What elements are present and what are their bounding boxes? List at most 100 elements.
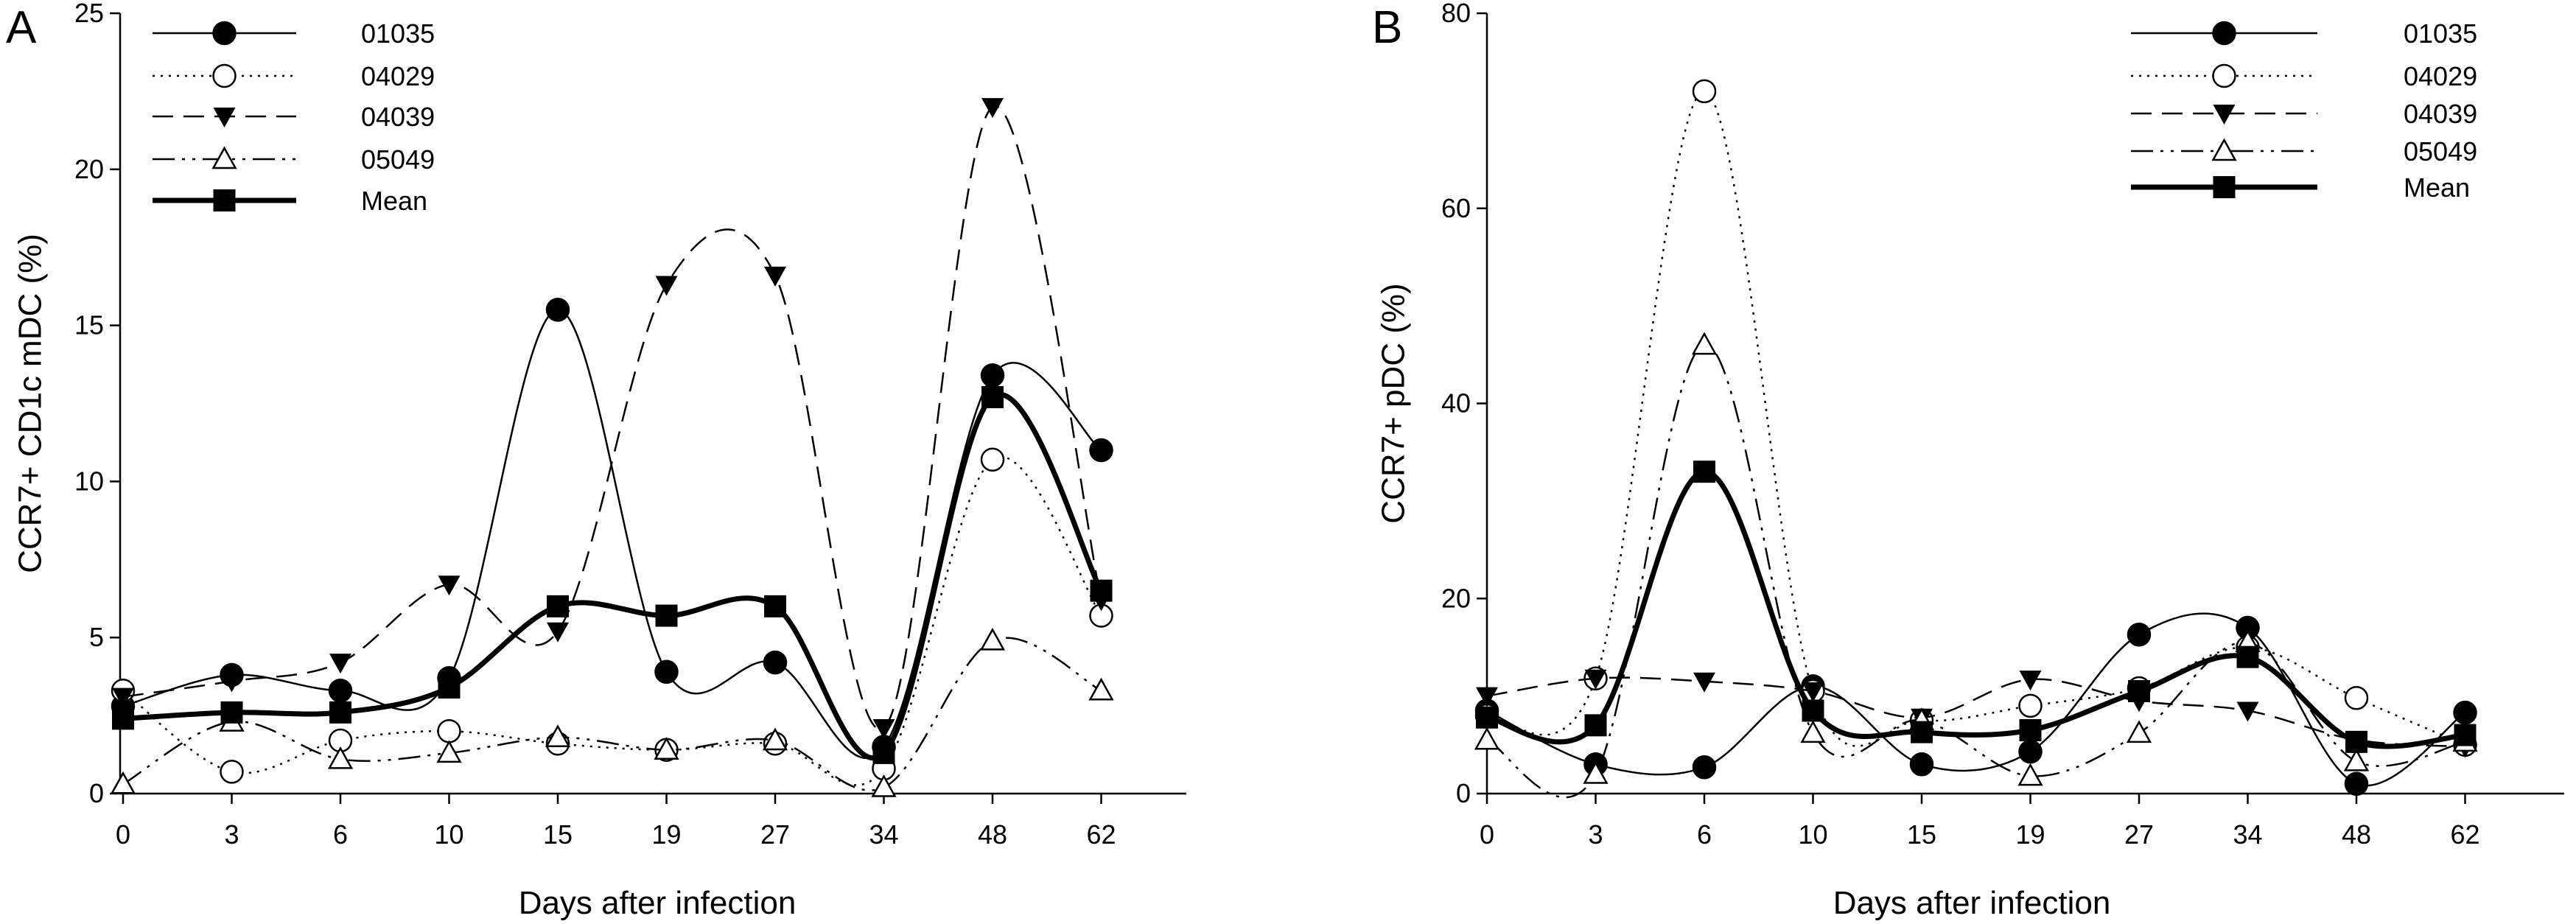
data-point [328, 678, 353, 703]
data-point [547, 622, 569, 643]
data-point [981, 98, 1004, 119]
y-tick-label: 5 [89, 622, 104, 652]
data-point [764, 266, 786, 287]
data-point [547, 595, 569, 617]
series-line [1486, 90, 2465, 747]
data-point [2127, 622, 2152, 647]
legend-entry: 04029 [153, 61, 435, 91]
x-tick-label: 10 [1798, 819, 1827, 850]
data-point [437, 719, 461, 743]
x-tick-label: 10 [434, 819, 463, 850]
panel-label: B [1372, 2, 1402, 53]
x-axis-title: Days after infection [519, 885, 797, 921]
data-point [1088, 677, 1114, 701]
panel-b: 0 20 40 60 80 0 3 6 10 15 19 27 34 48 62 Days after inf… [1372, 0, 2564, 921]
series-04039 [112, 98, 1113, 740]
data-point [2454, 724, 2477, 746]
data-point [2344, 771, 2369, 797]
x-tick-label: 27 [760, 819, 790, 850]
data-point [763, 650, 788, 675]
series-mean [112, 386, 1113, 764]
data-point [2344, 686, 2369, 710]
legend-marker [213, 189, 236, 211]
data-point [2236, 645, 2259, 668]
data-point [2453, 700, 2477, 725]
data-point [1089, 438, 1113, 463]
series-line [1486, 612, 2466, 787]
x-tick-label: 27 [2124, 819, 2154, 850]
y-tick-label: 40 [1441, 388, 1471, 419]
data-point [438, 676, 461, 699]
legend-label: 05049 [2404, 136, 2477, 167]
data-point [654, 659, 679, 685]
y-tick-label: 80 [1441, 0, 1471, 28]
data-point [1693, 461, 1715, 483]
data-point [329, 654, 351, 674]
data-point [980, 447, 1005, 472]
data-point [1692, 755, 1717, 780]
data-point [220, 701, 243, 724]
legend-label: 05049 [361, 144, 435, 175]
data-point [1911, 721, 1933, 743]
legend-label: Mean [361, 186, 427, 216]
legend-entry: 04039 [153, 102, 435, 132]
data-point [545, 298, 570, 322]
data-point [1090, 579, 1113, 602]
legend-entry: Mean [153, 186, 427, 216]
data-point [2018, 739, 2043, 764]
x-tick-label: 48 [978, 819, 1007, 850]
x-tick-label: 6 [1697, 819, 1712, 850]
series-01035 [1474, 612, 2477, 797]
y-tick-label: 60 [1441, 193, 1471, 223]
x-tick-label: 48 [2342, 819, 2371, 850]
data-point [2126, 720, 2152, 743]
data-point [2128, 680, 2150, 703]
data-point [872, 741, 895, 764]
series-line [122, 456, 1102, 786]
x-tick-label: 19 [651, 819, 681, 850]
legend-entry: 01035 [153, 18, 435, 49]
data-point [1693, 672, 1715, 693]
x-axis-title: Days after infection [1833, 885, 2111, 921]
legend-marker [2213, 176, 2236, 198]
data-point [2236, 701, 2259, 722]
legend-label: 01035 [2404, 18, 2477, 49]
legend-marker [211, 146, 237, 169]
legend-label: 04039 [2404, 99, 2477, 129]
data-point [1474, 727, 1500, 750]
data-point [438, 575, 461, 596]
legend-entry: 01035 [2131, 18, 2477, 49]
y-tick-label: 10 [74, 466, 104, 496]
data-point [872, 719, 895, 740]
data-point [2018, 693, 2043, 718]
x-tick-label: 6 [333, 819, 348, 850]
x-tick-label: 15 [1907, 819, 1936, 850]
series-05049 [1474, 332, 2478, 799]
data-point [980, 363, 1005, 388]
legend-marker [2213, 105, 2236, 125]
legend-marker [212, 63, 237, 88]
data-point [655, 276, 678, 296]
data-point [2017, 763, 2043, 786]
data-point [220, 760, 244, 784]
legend-marker [213, 108, 236, 127]
data-point [764, 595, 786, 617]
series-line [122, 392, 1104, 761]
x-tick-label: 62 [2450, 819, 2479, 850]
series-05049 [110, 627, 1114, 797]
data-point [1692, 79, 1717, 104]
data-point [655, 604, 678, 627]
data-point [436, 740, 462, 763]
data-point [1583, 760, 1609, 784]
data-point [1584, 714, 1607, 737]
data-point [1909, 752, 1934, 777]
series-line [1486, 676, 2465, 748]
data-point [981, 386, 1004, 409]
legend-entry: 05049 [2131, 136, 2477, 167]
data-point [1800, 720, 1826, 743]
data-point [871, 774, 897, 797]
data-point [654, 737, 679, 760]
legend-label: 01035 [361, 18, 435, 49]
data-point [327, 746, 354, 769]
x-tick-label: 3 [224, 819, 239, 850]
